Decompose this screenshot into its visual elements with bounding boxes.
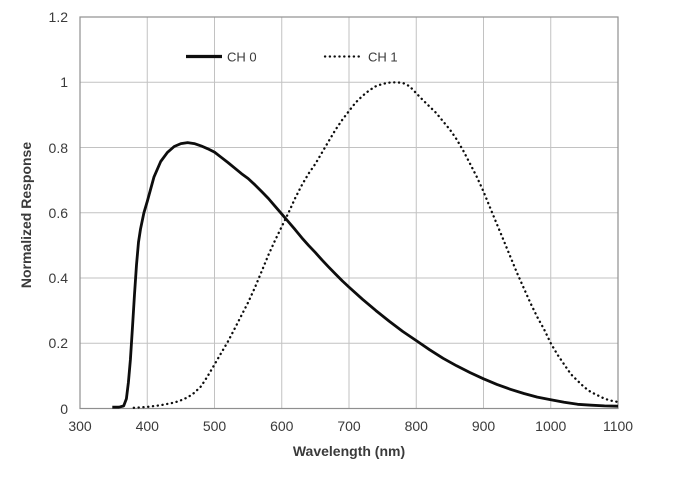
x-tick-label-700: 700 — [337, 418, 361, 434]
y-tick-label-0.8: 0.8 — [48, 139, 68, 156]
curve-ch1 — [132, 81, 620, 409]
plot-border — [79, 16, 619, 410]
curve-ch0 — [112, 141, 619, 409]
x-tick-label-600: 600 — [270, 418, 294, 434]
x-tick-label-1000: 1000 — [535, 418, 567, 434]
x-tick-label-800: 800 — [404, 418, 428, 434]
x-axis-title: Wavelength (nm) — [292, 443, 406, 459]
y-tick-label-0.4: 0.4 — [48, 270, 68, 286]
x-tick-label-500: 500 — [202, 418, 227, 434]
y-tick-label-0.2: 0.2 — [48, 335, 68, 352]
x-tick-label-300: 300 — [68, 418, 92, 434]
y-tick-label-0: 0 — [60, 400, 68, 417]
x-tick-label-1100: 1100 — [602, 418, 634, 434]
y-tick-label-0.6: 0.6 — [48, 204, 68, 221]
y-tick-label-1: 1 — [60, 74, 68, 91]
legend-label-ch1: CH 1 — [368, 49, 398, 65]
x-tick-label-900: 900 — [471, 418, 496, 434]
y-tick-label-1.2: 1.2 — [48, 9, 68, 25]
x-tick-label-400: 400 — [135, 418, 159, 434]
legend-label-ch0: CH 0 — [227, 49, 257, 65]
